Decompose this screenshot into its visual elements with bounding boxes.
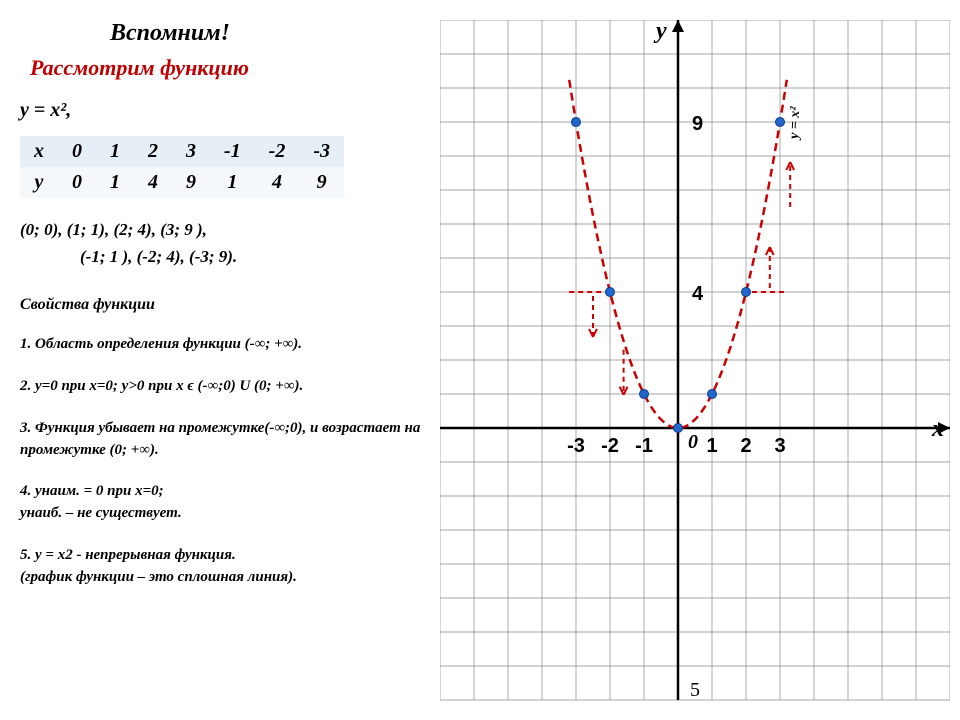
property-2: 2. у=0 при х=0; у>0 при х ϵ (-∞;0) U (0;… xyxy=(20,376,440,398)
property-3: 3. Функция убывает на промежутке(-∞;0), … xyxy=(20,418,440,462)
table-row: у 0 1 4 9 1 4 9 xyxy=(20,167,344,198)
table-x-label: х xyxy=(20,136,58,167)
function-formula: у = х², xyxy=(20,99,440,122)
svg-text:у: у xyxy=(653,20,667,44)
property-4: 4. унаим. = 0 при х=0; унаиб. – не сущес… xyxy=(20,481,440,525)
chart-area: -3 -2 -1 1 2 3 0 4 9 у х у = х² 5 xyxy=(440,20,950,710)
property-5: 5. у = х2 - непрерывная функция. (график… xyxy=(20,545,440,589)
recall-heading: Вспомним! xyxy=(110,20,440,47)
svg-text:1: 1 xyxy=(706,435,717,457)
coords-line-2: (-1; 1 ), (-2; 4), (-3; 9). xyxy=(80,243,440,270)
svg-text:3: 3 xyxy=(774,435,785,457)
parabola-chart: -3 -2 -1 1 2 3 0 4 9 у х у = х² 5 xyxy=(440,20,950,710)
svg-text:у = х²: у = х² xyxy=(787,105,803,141)
svg-text:4: 4 xyxy=(692,283,704,305)
coords-line-1: (0; 0), (1; 1), (2; 4), (3; 9 ), xyxy=(20,216,440,243)
svg-text:-2: -2 xyxy=(601,435,619,457)
table-y-label: у xyxy=(20,167,58,198)
svg-text:5: 5 xyxy=(690,679,700,701)
table-row: х 0 1 2 3 -1 -2 -3 xyxy=(20,136,344,167)
property-1: 1. Область определения функции (-∞; +∞). xyxy=(20,334,440,356)
svg-text:9: 9 xyxy=(692,113,703,135)
svg-text:х: х xyxy=(931,416,944,442)
svg-text:-1: -1 xyxy=(635,435,653,457)
coordinates-list: (0; 0), (1; 1), (2; 4), (3; 9 ), (-1; 1 … xyxy=(20,216,440,270)
properties-title: Свойства функции xyxy=(20,296,440,314)
svg-text:-3: -3 xyxy=(567,435,585,457)
svg-text:0: 0 xyxy=(688,431,698,453)
svg-text:2: 2 xyxy=(740,435,751,457)
value-table: х 0 1 2 3 -1 -2 -3 у 0 1 4 9 1 4 9 xyxy=(20,136,344,198)
consider-heading: Рассмотрим функцию xyxy=(30,55,440,81)
